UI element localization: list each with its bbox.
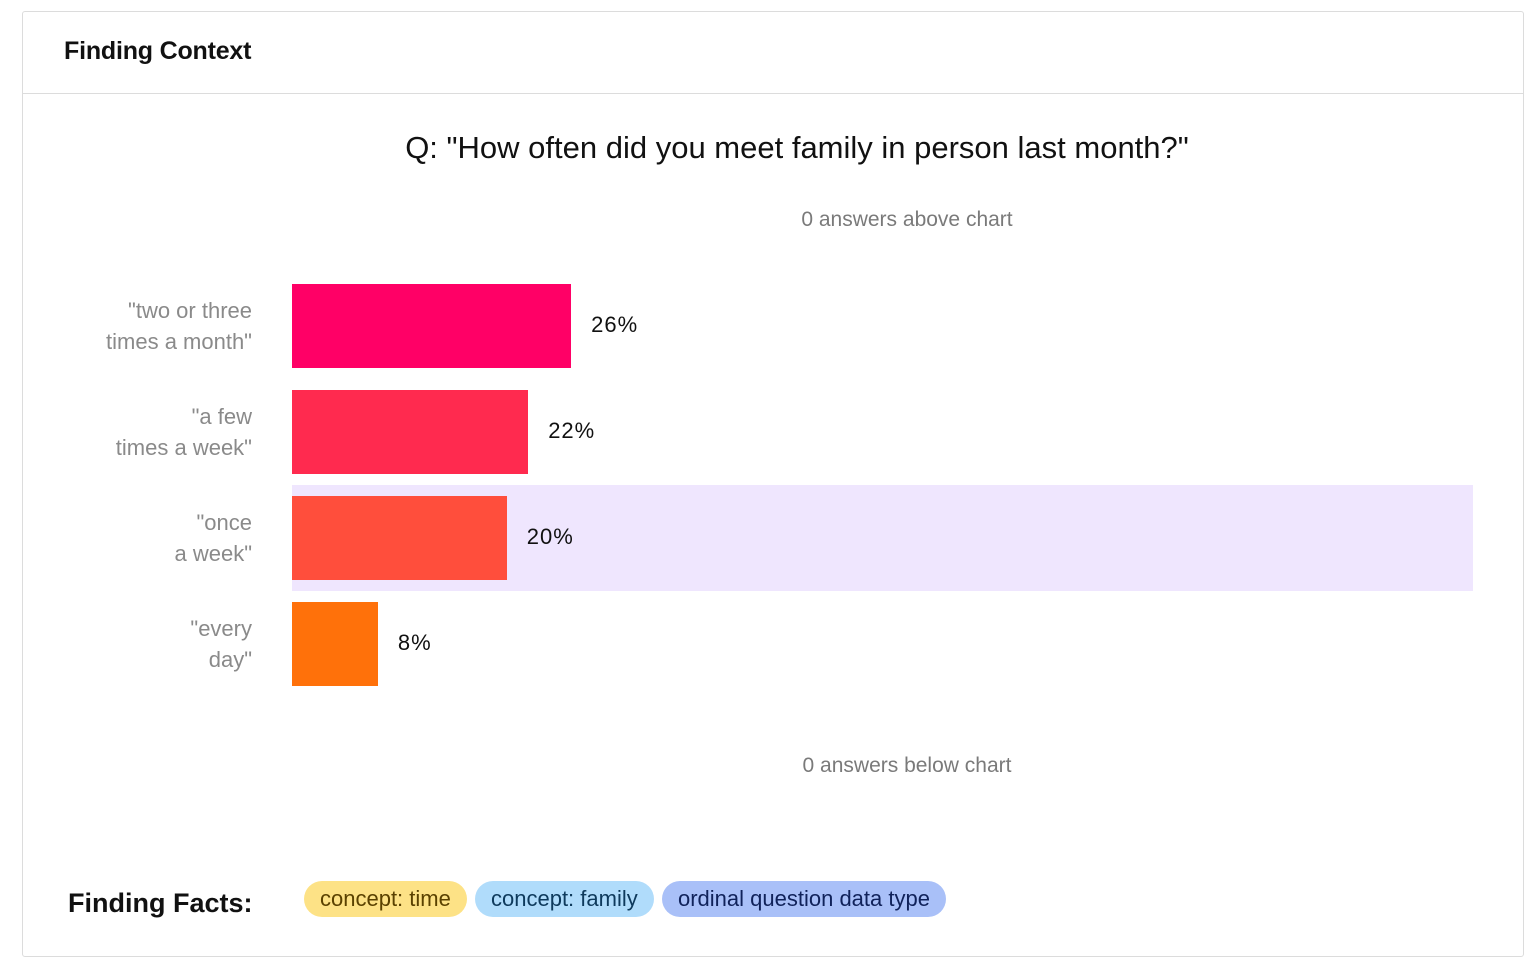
category-label-line: day" xyxy=(208,647,252,672)
fact-chip[interactable]: concept: time xyxy=(304,881,467,917)
category-label-line: "a few xyxy=(191,404,252,429)
bar[interactable] xyxy=(292,284,572,368)
finding-context-card: Finding Context Q: "How often did you me… xyxy=(22,11,1524,957)
category-label: "once a week" xyxy=(12,507,252,569)
category-label: "two or three times a month" xyxy=(12,295,252,357)
category-label-line: times a week" xyxy=(115,435,252,460)
value-label: 20% xyxy=(526,524,574,549)
fact-chip[interactable]: ordinal question data type xyxy=(662,881,946,917)
bar[interactable] xyxy=(292,496,507,580)
finding-facts-label: Finding Facts: xyxy=(68,888,253,918)
fact-chip[interactable]: concept: family xyxy=(475,881,654,917)
value-label: 22% xyxy=(548,418,596,443)
chart-title: Q: "How often did you meet family in per… xyxy=(405,130,1189,165)
value-label: 8% xyxy=(397,630,432,655)
category-label-line: a week" xyxy=(174,541,252,566)
bar[interactable] xyxy=(292,602,378,686)
category-label-line: "every xyxy=(190,616,252,641)
value-label: 26% xyxy=(591,312,639,337)
answers-above-note: 0 answers above chart xyxy=(801,208,1013,231)
category-label-line: "once xyxy=(196,510,252,535)
category-label-line: "two or three xyxy=(128,298,252,323)
category-label: "a few times a week" xyxy=(12,401,252,463)
category-label: "every day" xyxy=(12,613,252,675)
category-label-line: times a month" xyxy=(106,329,252,354)
card-header: Finding Context xyxy=(23,12,1523,94)
card-title: Finding Context xyxy=(64,37,252,65)
bar[interactable] xyxy=(292,390,529,474)
answers-below-note: 0 answers below chart xyxy=(802,754,1012,777)
